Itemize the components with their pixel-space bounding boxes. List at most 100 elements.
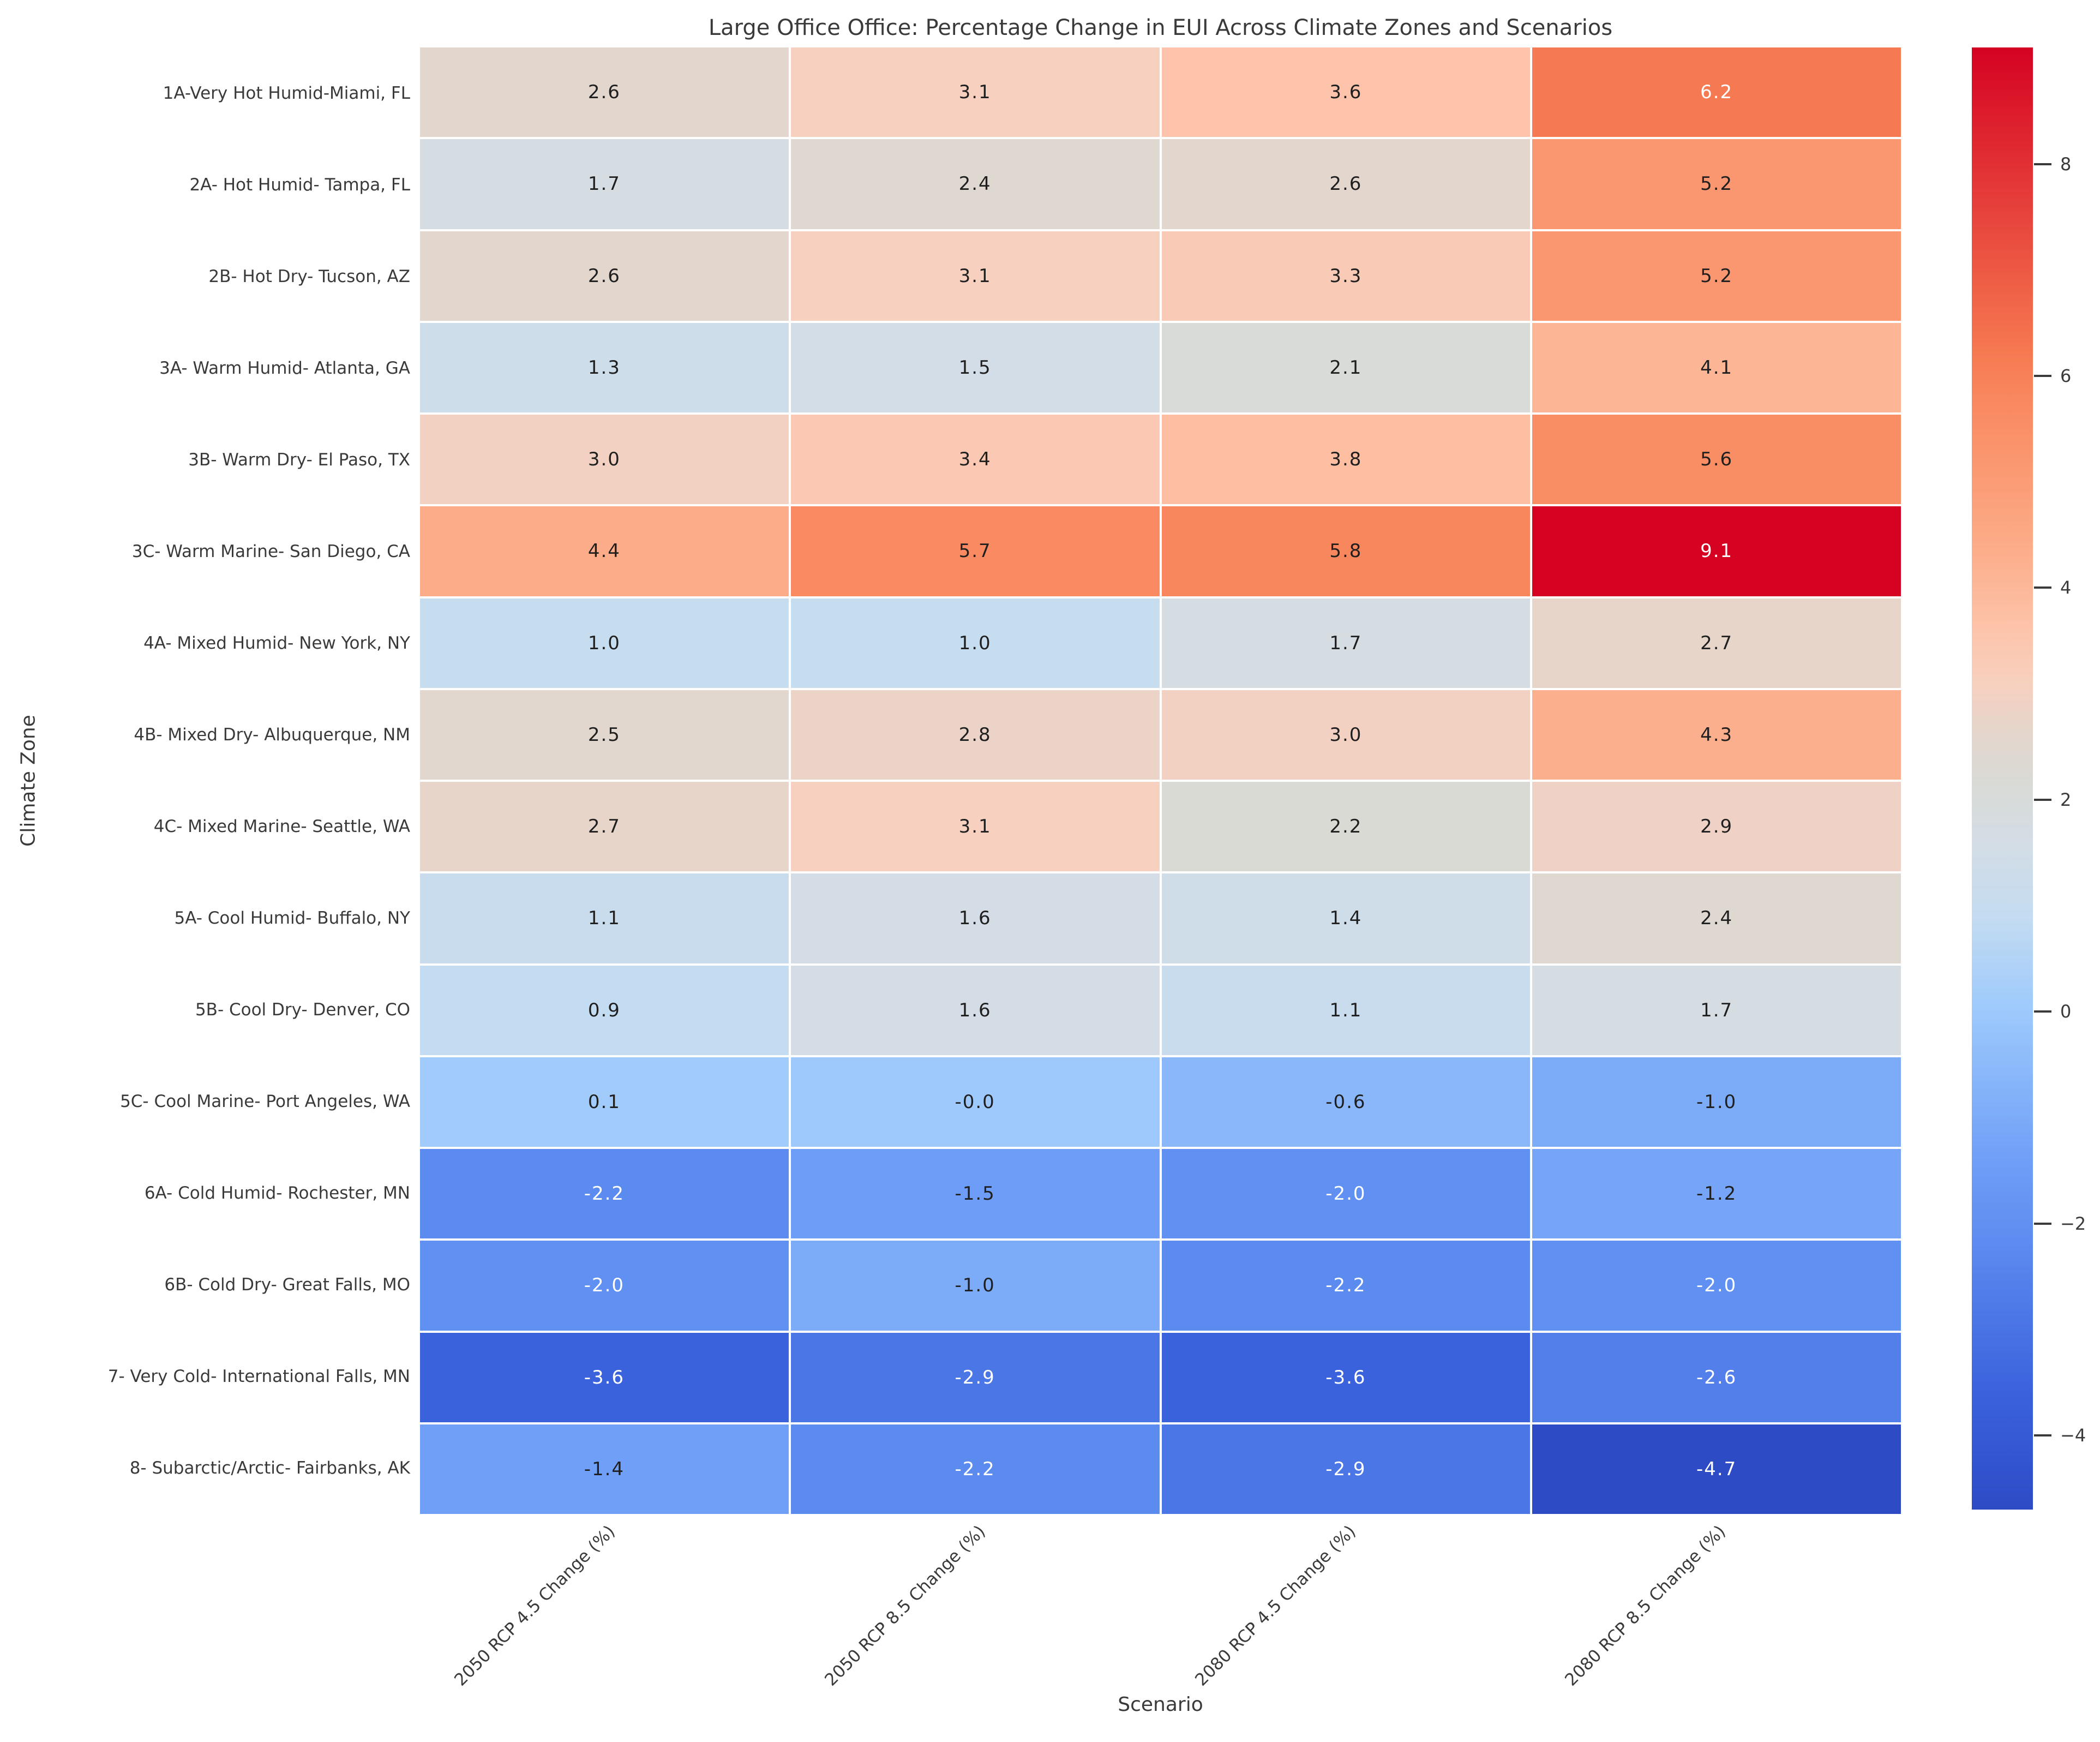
y-tick-label: 7- Very Cold- International Falls, MN bbox=[107, 1367, 410, 1386]
heatmap-cell: 2.4 bbox=[1532, 873, 1901, 963]
heatmap-cell: -4.7 bbox=[1532, 1424, 1901, 1514]
heatmap-cell: 3.4 bbox=[790, 415, 1160, 505]
heatmap-cell: 1.4 bbox=[1161, 873, 1531, 963]
heatmap-cell: -1.0 bbox=[790, 1241, 1160, 1331]
heatmap-cell: 0.1 bbox=[420, 1057, 789, 1147]
heatmap-cell: 2.7 bbox=[420, 782, 789, 872]
y-axis-label: Climate Zone bbox=[17, 715, 40, 847]
heatmap-cell: 4.4 bbox=[420, 506, 789, 596]
heatmap-cell: 3.1 bbox=[790, 231, 1160, 321]
heatmap-cell: -2.2 bbox=[790, 1424, 1160, 1514]
heatmap-cell: 1.0 bbox=[790, 598, 1160, 688]
heatmap-cell: 1.7 bbox=[420, 139, 789, 229]
y-tick-label: 3A- Warm Humid- Atlanta, GA bbox=[159, 358, 410, 378]
heatmap-cell: 5.6 bbox=[1532, 415, 1901, 505]
heatmap-cell: -2.0 bbox=[1161, 1149, 1531, 1239]
y-tick-label: 6A- Cold Humid- Rochester, MN bbox=[144, 1183, 410, 1203]
colorbar-tick-label: −2 bbox=[2060, 1213, 2086, 1234]
heatmap-cell: 5.2 bbox=[1532, 139, 1901, 229]
colorbar-tick bbox=[2034, 163, 2051, 165]
heatmap-cell: 1.5 bbox=[790, 322, 1160, 412]
x-axis-label: Scenario bbox=[1118, 1693, 1203, 1716]
y-tick-label: 4A- Mixed Humid- New York, NY bbox=[143, 633, 410, 653]
heatmap-cell: 2.6 bbox=[420, 231, 789, 321]
heatmap-cell: 6.2 bbox=[1532, 47, 1901, 137]
colorbar-tick bbox=[2034, 375, 2051, 378]
x-tick-label: 2050 RCP 4.5 Change (%) bbox=[451, 1522, 619, 1690]
heatmap-cell: -0.0 bbox=[790, 1057, 1160, 1147]
heatmap-cell: -3.6 bbox=[1161, 1332, 1531, 1422]
heatmap-cell: 1.0 bbox=[420, 598, 789, 688]
heatmap-cell: -1.2 bbox=[1532, 1149, 1901, 1239]
heatmap-cell: 3.3 bbox=[1161, 231, 1531, 321]
heatmap-cell: -2.6 bbox=[1532, 1332, 1901, 1422]
heatmap-cell: 2.9 bbox=[1532, 782, 1901, 872]
heatmap-cell: 2.2 bbox=[1161, 782, 1531, 872]
x-tick-label: 2080 RCP 8.5 Change (%) bbox=[1561, 1522, 1730, 1690]
colorbar bbox=[1972, 47, 2033, 1510]
colorbar-tick bbox=[2034, 1010, 2051, 1013]
heatmap-cell: 3.1 bbox=[790, 782, 1160, 872]
heatmap-cell: -3.6 bbox=[420, 1332, 789, 1422]
heatmap-cell: -1.4 bbox=[420, 1424, 789, 1514]
heatmap-cell: -1.5 bbox=[790, 1149, 1160, 1239]
y-tick-label: 1A-Very Hot Humid-Miami, FL bbox=[163, 83, 410, 103]
heatmap: 2.6 3.1 3.6 6.2 1.7 2.4 2.6 5.2 2.6 3.1 3.3 5.2 1.3 1… bbox=[420, 47, 1901, 1514]
heatmap-cell: 0.9 bbox=[420, 965, 789, 1055]
colorbar-tick bbox=[2034, 1222, 2051, 1225]
heatmap-cell: 2.8 bbox=[790, 690, 1160, 780]
heatmap-cell: 3.1 bbox=[790, 47, 1160, 137]
y-tick-label: 3C- Warm Marine- San Diego, CA bbox=[131, 542, 410, 561]
heatmap-cell: 1.3 bbox=[420, 322, 789, 412]
heatmap-cell: 2.7 bbox=[1532, 598, 1901, 688]
y-tick-label: 4C- Mixed Marine- Seattle, WA bbox=[153, 817, 410, 836]
heatmap-cell: -0.6 bbox=[1161, 1057, 1531, 1147]
heatmap-cell: 5.8 bbox=[1161, 506, 1531, 596]
heatmap-cell: 5.2 bbox=[1532, 231, 1901, 321]
x-tick-label: 2050 RCP 8.5 Change (%) bbox=[821, 1522, 989, 1690]
heatmap-cell: 2.6 bbox=[1161, 139, 1531, 229]
heatmap-cell: 1.7 bbox=[1532, 965, 1901, 1055]
heatmap-cell: 1.7 bbox=[1161, 598, 1531, 688]
colorbar-tick bbox=[2034, 798, 2051, 801]
heatmap-cell: 4.1 bbox=[1532, 322, 1901, 412]
y-tick-label: 5A- Cool Humid- Buffalo, NY bbox=[174, 908, 410, 928]
y-tick-label: 3B- Warm Dry- El Paso, TX bbox=[188, 450, 410, 470]
heatmap-cell: 1.6 bbox=[790, 965, 1160, 1055]
heatmap-cell: 4.3 bbox=[1532, 690, 1901, 780]
y-tick-label: 6B- Cold Dry- Great Falls, MO bbox=[164, 1275, 410, 1295]
heatmap-cell: 3.8 bbox=[1161, 415, 1531, 505]
colorbar-tick-label: 6 bbox=[2060, 366, 2072, 387]
heatmap-cell: 3.0 bbox=[420, 415, 789, 505]
heatmap-cell: -2.9 bbox=[1161, 1424, 1531, 1514]
x-tick-label: 2080 RCP 4.5 Change (%) bbox=[1191, 1522, 1360, 1690]
heatmap-cell: 3.0 bbox=[1161, 690, 1531, 780]
colorbar-tick-label: 4 bbox=[2060, 577, 2072, 598]
heatmap-cell: 3.6 bbox=[1161, 47, 1531, 137]
heatmap-cell: 2.6 bbox=[420, 47, 789, 137]
colorbar-tick-label: −4 bbox=[2060, 1425, 2086, 1446]
y-tick-label: 5C- Cool Marine- Port Angeles, WA bbox=[120, 1092, 410, 1111]
y-tick-label: 8- Subarctic/Arctic- Fairbanks, AK bbox=[129, 1458, 410, 1478]
heatmap-cell: -2.0 bbox=[1532, 1241, 1901, 1331]
page-title: Large Office Office: Percentage Change i… bbox=[708, 15, 1613, 40]
heatmap-cell: -2.9 bbox=[790, 1332, 1160, 1422]
colorbar-gradient bbox=[1972, 47, 2033, 1510]
y-tick-label: 2A- Hot Humid- Tampa, FL bbox=[189, 175, 410, 195]
colorbar-tick-label: 8 bbox=[2060, 153, 2072, 175]
colorbar-tick bbox=[2034, 1434, 2051, 1437]
heatmap-cell: -2.0 bbox=[420, 1241, 789, 1331]
y-tick-labels: 1A-Very Hot Humid-Miami, FL 2A- Hot Humid… bbox=[0, 0, 410, 1742]
colorbar-tick-label: 2 bbox=[2060, 789, 2072, 810]
heatmap-cell: 1.1 bbox=[1161, 965, 1531, 1055]
heatmap-cell: -1.0 bbox=[1532, 1057, 1901, 1147]
heatmap-cell: 1.6 bbox=[790, 873, 1160, 963]
heatmap-cell: 1.1 bbox=[420, 873, 789, 963]
colorbar-tick bbox=[2034, 586, 2051, 589]
y-tick-label: 5B- Cool Dry- Denver, CO bbox=[195, 1000, 410, 1020]
heatmap-cell: -2.2 bbox=[1161, 1241, 1531, 1331]
colorbar-tick-label: 0 bbox=[2060, 1001, 2072, 1022]
heatmap-cell: 5.7 bbox=[790, 506, 1160, 596]
heatmap-cell: 2.5 bbox=[420, 690, 789, 780]
